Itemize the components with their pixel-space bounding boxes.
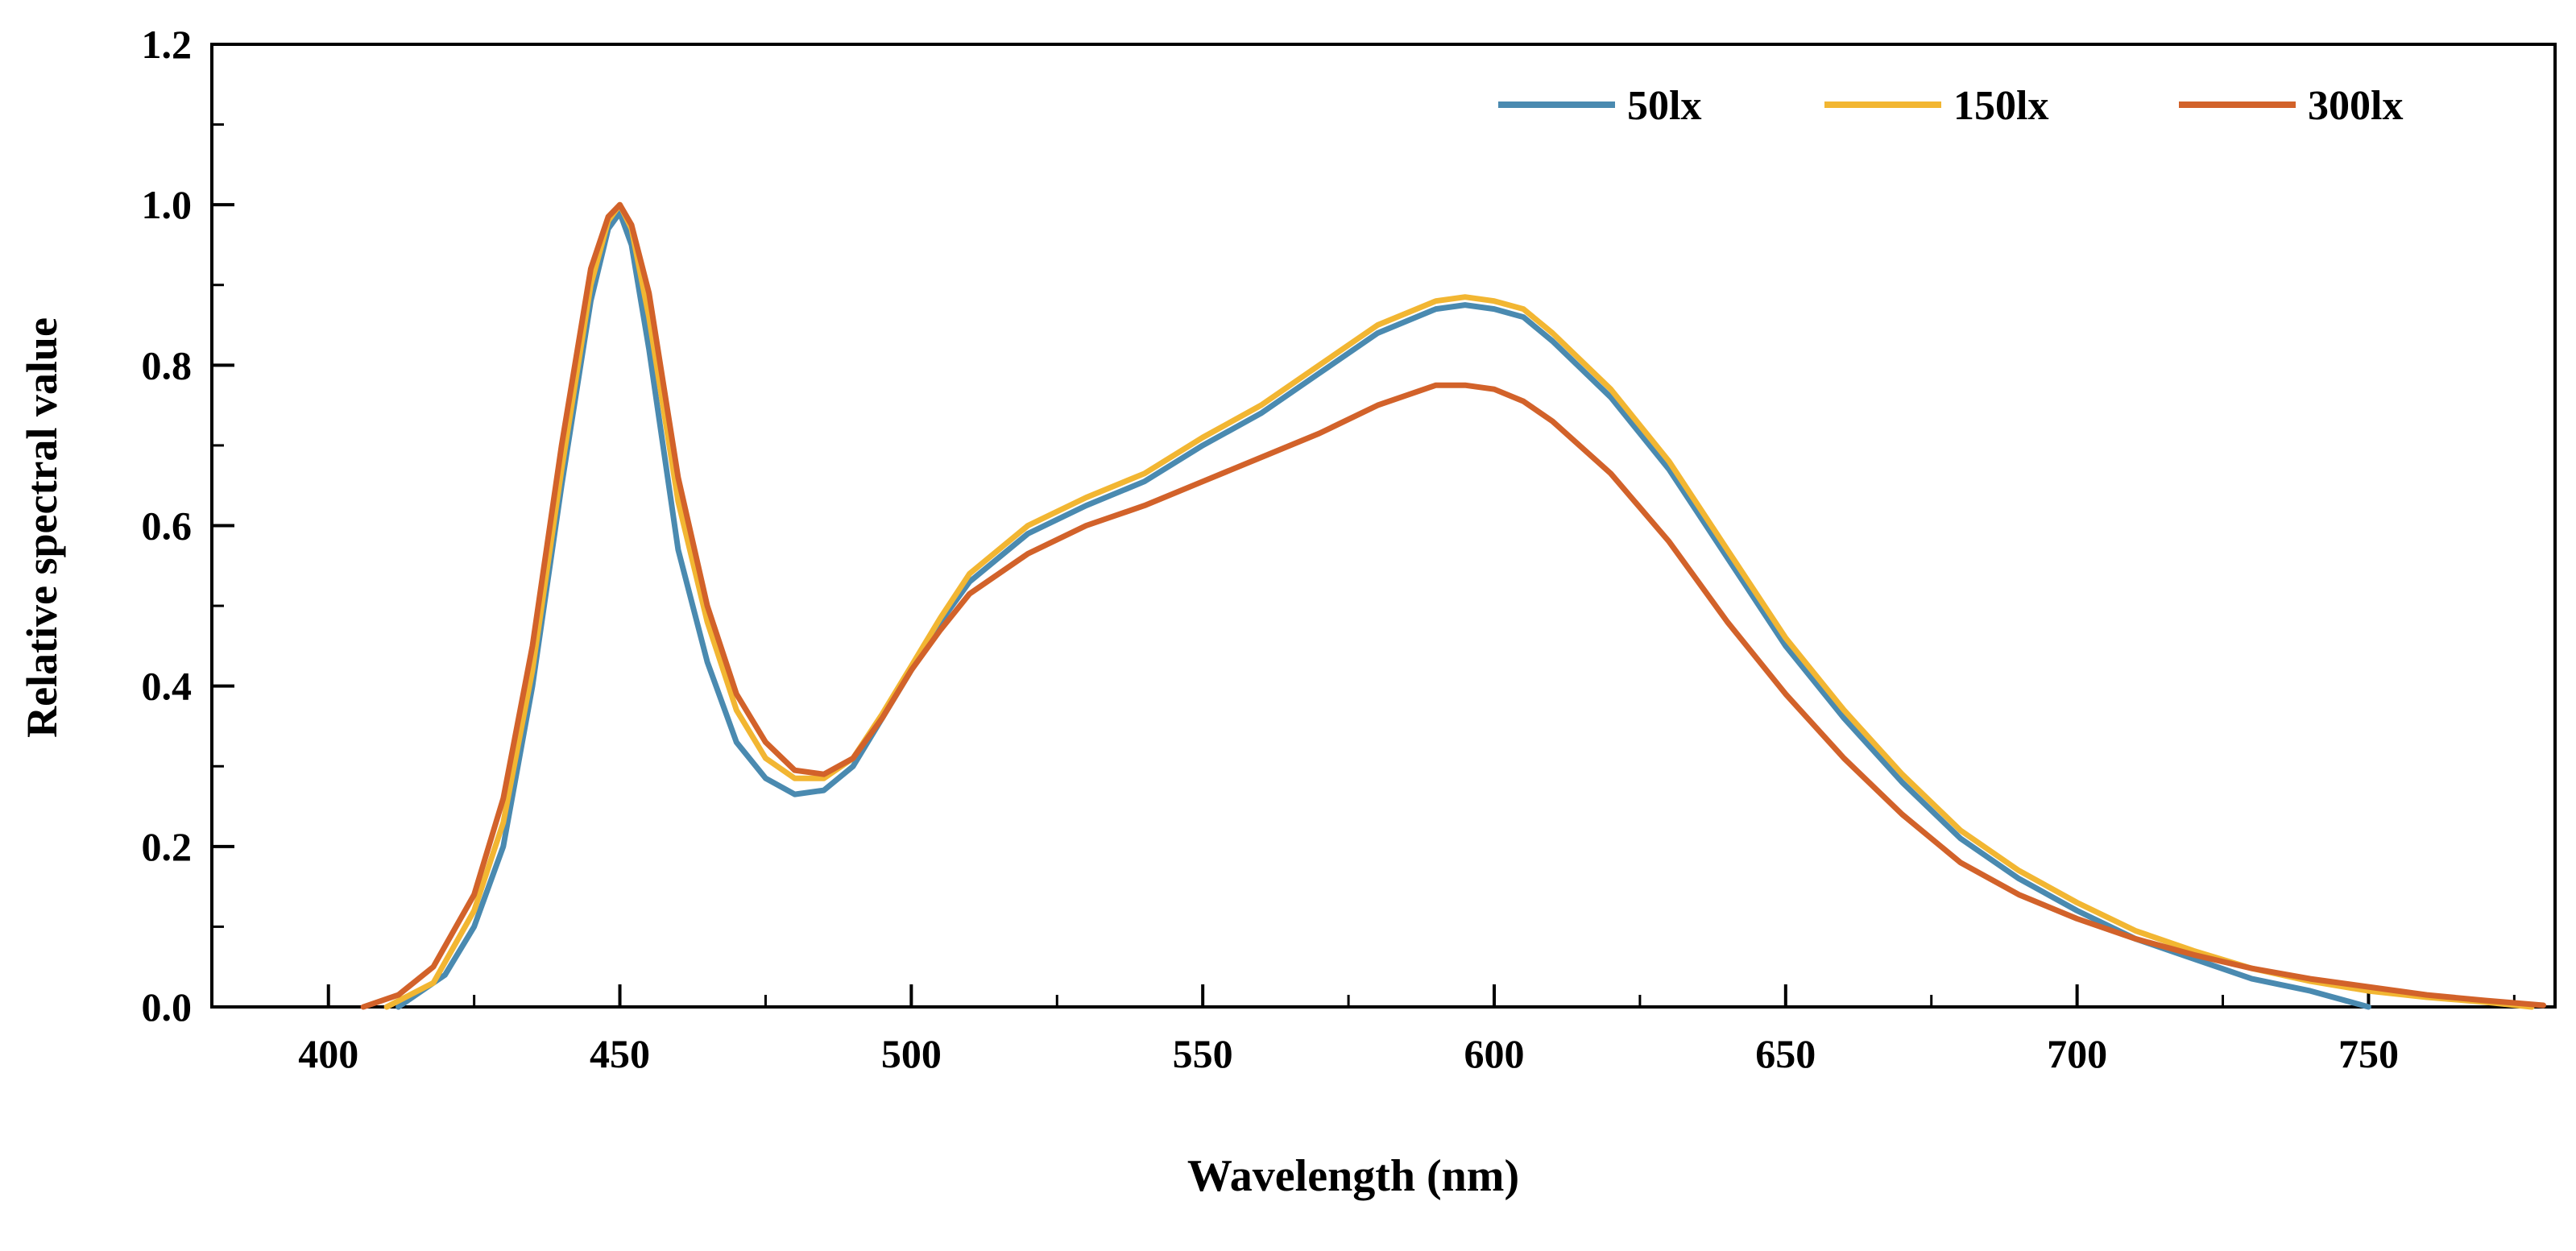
x-tick-label-550: 550 <box>1173 1031 1233 1076</box>
x-axis-label: Wavelength (nm) <box>1187 1151 1519 1201</box>
ticks: 400 450 500 550 600 650 700 750 0.0 0.2 0.4 0.6 0.8 1… <box>142 22 2516 1076</box>
x-tick-label-750: 750 <box>2338 1031 2399 1076</box>
legend-label-300lx: 300lx <box>2308 83 2403 129</box>
y-axis-label: Relative spectral value <box>18 317 66 738</box>
y-tick-label-0.8: 0.8 <box>142 342 193 387</box>
y-tick-label-1.2: 1.2 <box>142 22 193 67</box>
legend-label-150lx: 150lx <box>1953 83 2048 129</box>
y-tick-label-0.6: 0.6 <box>142 503 193 549</box>
axes <box>210 43 2557 1009</box>
series-layer <box>360 201 2546 1010</box>
y-tick-label-1: 1.0 <box>142 182 193 227</box>
series-line-300lx <box>360 201 2546 1010</box>
x-tick-label-400: 400 <box>298 1031 358 1076</box>
x-tick-label-700: 700 <box>2047 1031 2107 1076</box>
y-tick-label-0: 0.0 <box>142 984 193 1029</box>
y-tick-label-0.4: 0.4 <box>142 664 193 709</box>
x-tick-label-600: 600 <box>1464 1031 1524 1076</box>
legend-label-50lx: 50lx <box>1627 83 1701 129</box>
x-tick-label-500: 500 <box>881 1031 942 1076</box>
legend: 50lx 150lx 300lx <box>1498 83 2403 129</box>
x-tick-label-650: 650 <box>1755 1031 1816 1076</box>
series-line-50lx <box>396 209 2371 1010</box>
y-tick-label-0.2: 0.2 <box>142 824 193 869</box>
x-tick-label-450: 450 <box>590 1031 650 1076</box>
plot-frame <box>210 43 2557 1009</box>
